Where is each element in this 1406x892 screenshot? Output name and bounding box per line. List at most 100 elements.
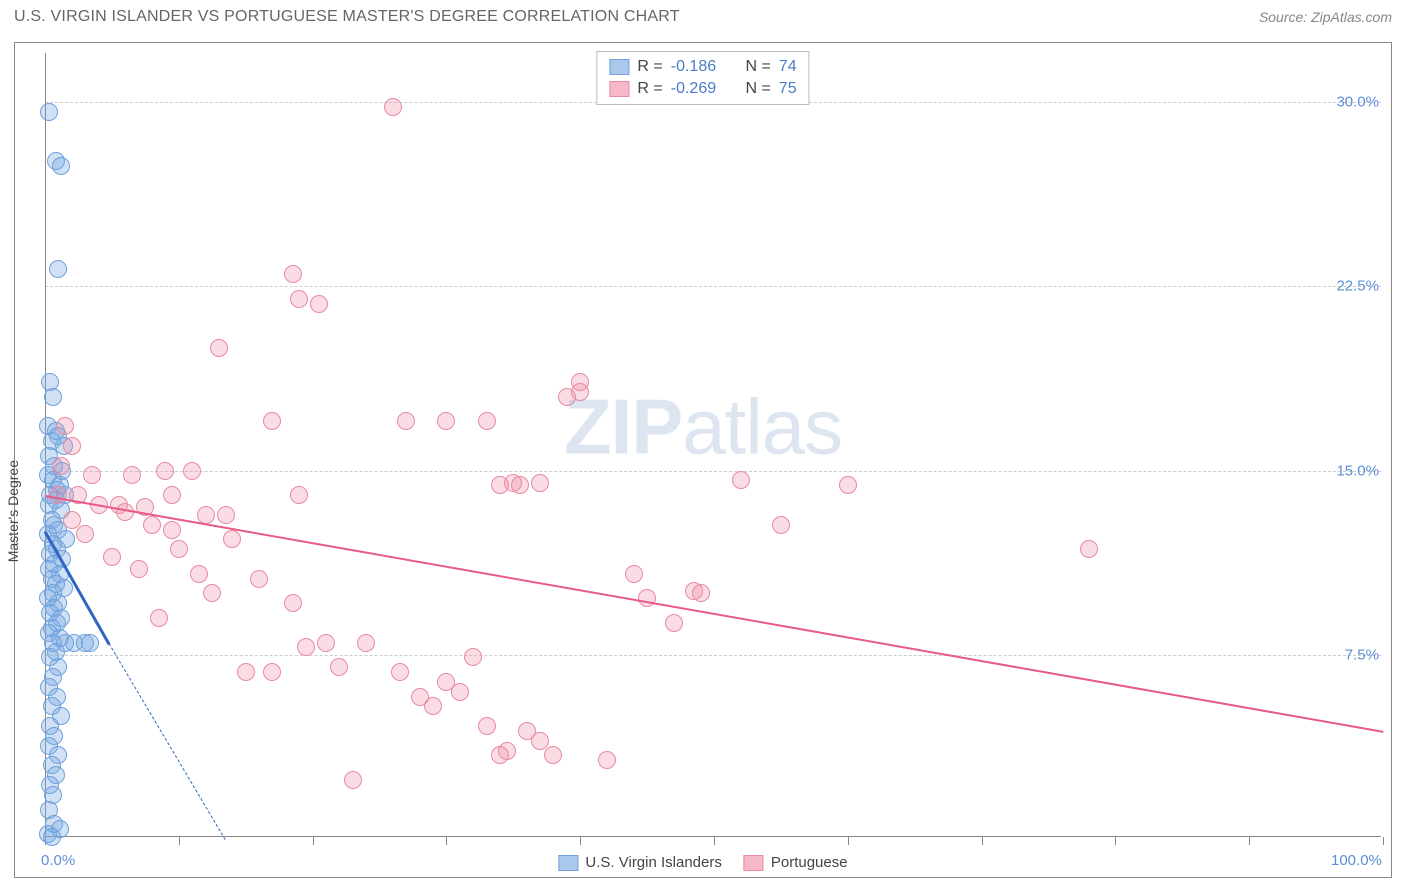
correlation-legend: R = -0.186 N = 74R = -0.269 N = 75 (596, 51, 809, 105)
data-point (665, 614, 683, 632)
data-point (103, 548, 121, 566)
data-point (63, 511, 81, 529)
data-point (424, 697, 442, 715)
data-point (571, 383, 589, 401)
data-point (357, 634, 375, 652)
trend-line (109, 643, 226, 840)
data-point (531, 474, 549, 492)
x-tick (179, 837, 180, 845)
x-tick (313, 837, 314, 845)
series-legend: U.S. Virgin Islanders Portuguese (558, 854, 847, 871)
gridline-h (45, 471, 1381, 472)
x-tick (848, 837, 849, 845)
data-point (491, 746, 509, 764)
x-tick (1115, 837, 1116, 845)
data-point (49, 486, 67, 504)
x-tick (714, 837, 715, 845)
data-point (284, 594, 302, 612)
data-point (772, 516, 790, 534)
data-point (732, 471, 750, 489)
data-point (49, 260, 67, 278)
data-point (163, 521, 181, 539)
data-point (237, 663, 255, 681)
data-point (83, 466, 101, 484)
data-point (56, 417, 74, 435)
legend-label: U.S. Virgin Islanders (585, 854, 721, 871)
data-point (290, 486, 308, 504)
source-attribution: Source: ZipAtlas.com (1259, 9, 1392, 25)
data-point (156, 462, 174, 480)
data-point (478, 717, 496, 735)
data-point (625, 565, 643, 583)
plot-area: 7.5% 15.0% 22.5% 30.0% 0.0% 100.0% R = -0.186 … (15, 43, 1391, 877)
data-point (464, 648, 482, 666)
data-point (130, 560, 148, 578)
data-point (310, 295, 328, 313)
x-tick-label: 0.0% (41, 852, 75, 869)
data-point (478, 412, 496, 430)
data-point (44, 388, 62, 406)
data-point (123, 466, 141, 484)
data-point (598, 751, 616, 769)
data-point (544, 746, 562, 764)
data-point (344, 771, 362, 789)
x-tick (982, 837, 983, 845)
data-point (217, 506, 235, 524)
legend-swatch (609, 59, 629, 75)
data-point (685, 582, 703, 600)
data-point (451, 683, 469, 701)
data-point (250, 570, 268, 588)
data-point (143, 516, 161, 534)
data-point (284, 265, 302, 283)
data-point (170, 540, 188, 558)
data-point (183, 462, 201, 480)
legend-item: U.S. Virgin Islanders (558, 854, 721, 871)
x-axis (45, 836, 1381, 837)
legend-swatch (609, 81, 629, 97)
data-point (384, 98, 402, 116)
trend-line (45, 495, 1383, 733)
data-point (531, 732, 549, 750)
y-tick-label: 7.5% (1345, 646, 1379, 663)
data-point (391, 663, 409, 681)
x-tick-label: 100.0% (1331, 852, 1382, 869)
data-point (52, 457, 70, 475)
data-point (81, 634, 99, 652)
data-point (397, 412, 415, 430)
chart-container: Master's Degree 7.5%15.0%22.5%30.0%0.0%1… (14, 42, 1392, 878)
data-point (150, 609, 168, 627)
chart-title: U.S. VIRGIN ISLANDER VS PORTUGUESE MASTE… (14, 8, 680, 26)
data-point (504, 474, 522, 492)
data-point (43, 828, 61, 846)
x-tick (1383, 837, 1384, 845)
legend-label: Portuguese (771, 854, 848, 871)
data-point (1080, 540, 1098, 558)
x-tick (446, 837, 447, 845)
data-point (190, 565, 208, 583)
data-point (290, 290, 308, 308)
data-point (197, 506, 215, 524)
data-point (437, 412, 455, 430)
data-point (263, 663, 281, 681)
data-point (223, 530, 241, 548)
data-point (210, 339, 228, 357)
legend-swatch (558, 855, 578, 871)
legend-swatch (744, 855, 764, 871)
data-point (330, 658, 348, 676)
data-point (63, 437, 81, 455)
data-point (638, 589, 656, 607)
data-point (839, 476, 857, 494)
y-tick-label: 15.0% (1336, 462, 1379, 479)
data-point (163, 486, 181, 504)
data-point (297, 638, 315, 656)
x-tick (580, 837, 581, 845)
y-tick-label: 22.5% (1336, 278, 1379, 295)
data-point (52, 157, 70, 175)
data-point (317, 634, 335, 652)
gridline-h (45, 655, 1381, 656)
data-point (203, 584, 221, 602)
y-tick-label: 30.0% (1336, 94, 1379, 111)
data-point (263, 412, 281, 430)
x-tick (1249, 837, 1250, 845)
data-point (40, 103, 58, 121)
